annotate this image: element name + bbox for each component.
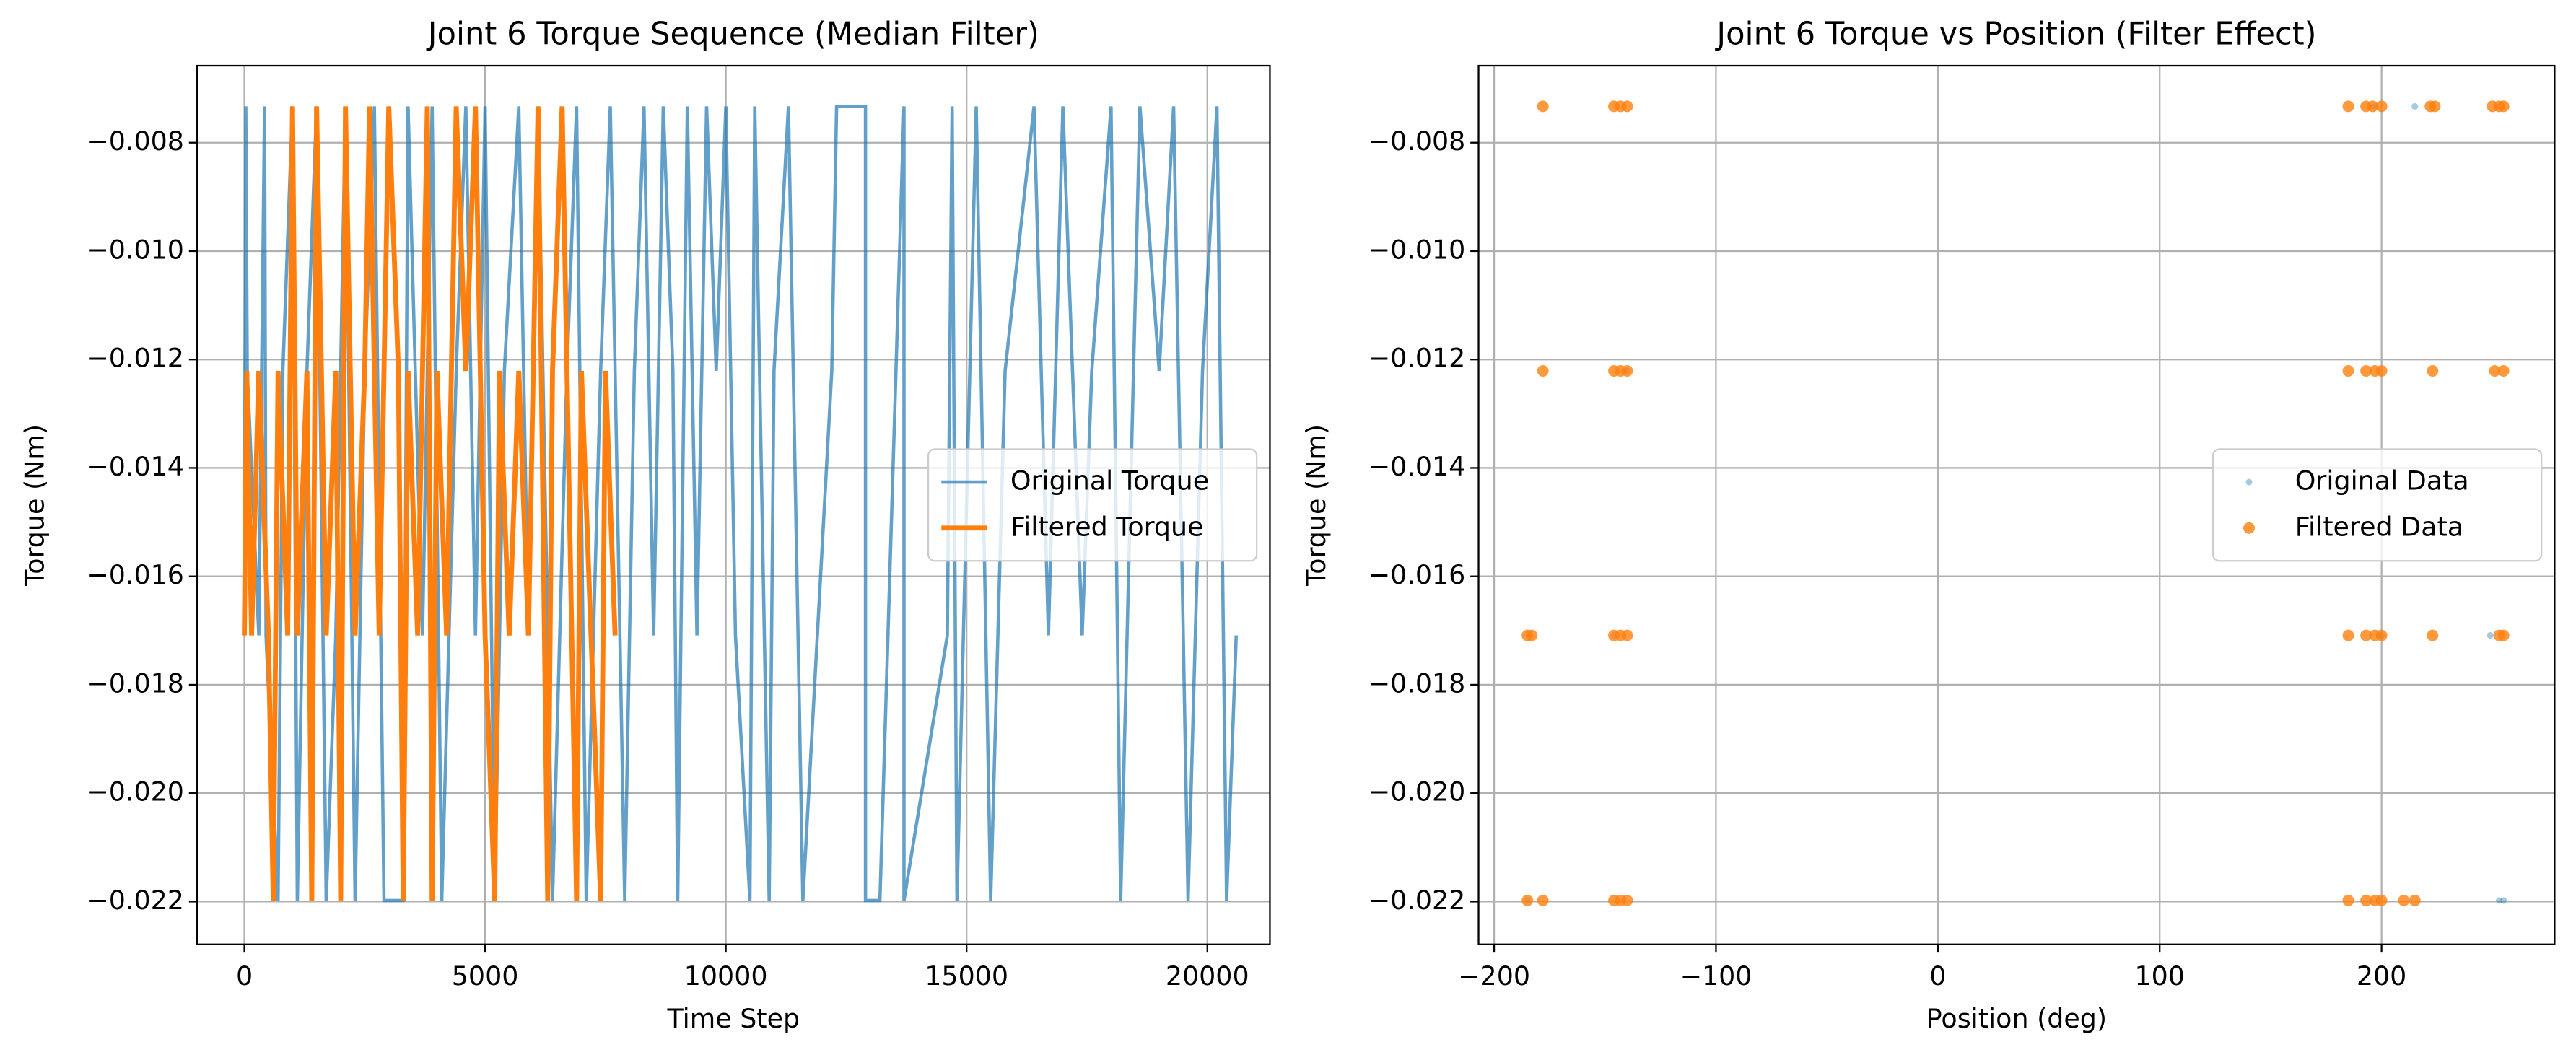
y-tick-label: −0.020 bbox=[1368, 776, 1466, 807]
x-tick-label: 0 bbox=[236, 960, 253, 991]
y-tick-label: −0.020 bbox=[87, 776, 184, 807]
scatter-point bbox=[1621, 100, 1633, 113]
legend-box bbox=[2212, 448, 2543, 562]
legend: Original Data Filtered Data bbox=[2212, 448, 2543, 562]
y-tick-label: −0.022 bbox=[87, 885, 184, 916]
chart-title: Joint 6 Torque Sequence (Median Filter) bbox=[426, 17, 1039, 53]
x-tick-label: 10000 bbox=[684, 960, 768, 991]
y-tick-label: −0.012 bbox=[1368, 343, 1466, 374]
scatter-point bbox=[2411, 102, 2419, 110]
series-line bbox=[242, 106, 618, 901]
legend-label: Original Torque bbox=[1010, 465, 1209, 496]
x-tick-label: 0 bbox=[1929, 960, 1946, 991]
x-tick-label: 20000 bbox=[1166, 960, 1249, 991]
x-axis-label: Time Step bbox=[667, 1003, 800, 1034]
scatter-point bbox=[2342, 629, 2354, 641]
x-tick-label: −200 bbox=[1458, 960, 1530, 991]
scatter-point bbox=[2375, 894, 2388, 906]
y-axis-label: Torque (Nm) bbox=[19, 424, 51, 587]
plot-area bbox=[1521, 100, 2510, 906]
scatter-point bbox=[1537, 365, 1549, 377]
legend-swatch bbox=[2243, 522, 2255, 534]
scatter-point bbox=[2398, 894, 2410, 906]
y-tick-label: −0.014 bbox=[87, 451, 184, 482]
scatter-point bbox=[2375, 100, 2388, 113]
legend-label: Filtered Torque bbox=[1010, 511, 1204, 542]
legend: Original Torque Filtered Torque bbox=[927, 448, 1258, 562]
scatter-point bbox=[1537, 894, 1549, 906]
chart-title: Joint 6 Torque vs Position (Filter Effec… bbox=[1714, 17, 2316, 53]
axes-frame bbox=[196, 64, 1271, 945]
y-tick-label: −0.016 bbox=[1368, 559, 1466, 590]
x-tick-label: −100 bbox=[1680, 960, 1752, 991]
scatter-point bbox=[2360, 365, 2372, 377]
scatter-point bbox=[1526, 629, 1538, 641]
y-tick-label: −0.022 bbox=[1368, 885, 1466, 916]
scatter-point bbox=[2375, 365, 2388, 377]
axes-frame bbox=[1477, 64, 2556, 945]
y-tick-label: −0.010 bbox=[87, 234, 184, 265]
x-tick-label: 5000 bbox=[452, 960, 519, 991]
chart: −200 −100 0 100 200 −0.022 −0.020 −0.018 −0.016 −… bbox=[1301, 17, 2556, 1034]
legend-label: Filtered Data bbox=[2295, 511, 2463, 542]
scatter-point bbox=[2500, 897, 2507, 904]
scatter-point bbox=[2367, 100, 2379, 113]
scatter-point bbox=[2427, 629, 2439, 641]
scatter-point bbox=[2409, 894, 2421, 906]
scatter-point bbox=[2342, 100, 2354, 113]
y-tick-label: −0.018 bbox=[1368, 667, 1466, 698]
scatter-point bbox=[1621, 894, 1633, 906]
chart: 0 5000 10000 15000 20000 −0.022 −0.020 −0.018 −0… bbox=[19, 17, 1271, 1034]
y-tick-label: −0.012 bbox=[87, 343, 184, 374]
scatter-point bbox=[2342, 894, 2354, 906]
y-tick-label: −0.008 bbox=[87, 126, 184, 157]
y-axis-label: Torque (Nm) bbox=[1301, 424, 1332, 587]
scatter-point bbox=[1521, 894, 1534, 906]
x-tick-label: 100 bbox=[2134, 960, 2185, 991]
plot-area bbox=[242, 105, 1239, 903]
scatter-point bbox=[2497, 100, 2510, 113]
scatter-point bbox=[2427, 365, 2439, 377]
y-tick-label: −0.018 bbox=[87, 667, 184, 698]
scatter-point bbox=[2360, 894, 2372, 906]
scatter-point bbox=[1537, 100, 1549, 113]
scatter-point bbox=[2375, 629, 2388, 641]
legend-box bbox=[927, 448, 1258, 562]
y-tick-label: −0.016 bbox=[87, 559, 184, 590]
y-tick-label: −0.010 bbox=[1368, 234, 1466, 265]
scatter-point bbox=[1621, 365, 1633, 377]
scatter-point bbox=[2487, 632, 2494, 639]
scatter-point bbox=[2429, 100, 2441, 113]
scatter-point bbox=[2495, 897, 2503, 904]
scatter-point bbox=[2342, 365, 2354, 377]
y-tick-label: −0.014 bbox=[1368, 451, 1466, 482]
x-tick-label: 15000 bbox=[925, 960, 1008, 991]
scatter-point bbox=[2497, 365, 2510, 377]
legend-label: Original Data bbox=[2295, 465, 2469, 496]
y-tick-label: −0.008 bbox=[1368, 126, 1466, 157]
scatter-point bbox=[1621, 629, 1633, 641]
scatter-point bbox=[2360, 629, 2372, 641]
legend-swatch bbox=[2245, 478, 2253, 486]
scatter-point bbox=[2497, 629, 2510, 641]
x-axis-label: Position (deg) bbox=[1926, 1003, 2107, 1034]
scatter-point bbox=[2489, 365, 2501, 377]
x-tick-label: 200 bbox=[2357, 960, 2407, 991]
